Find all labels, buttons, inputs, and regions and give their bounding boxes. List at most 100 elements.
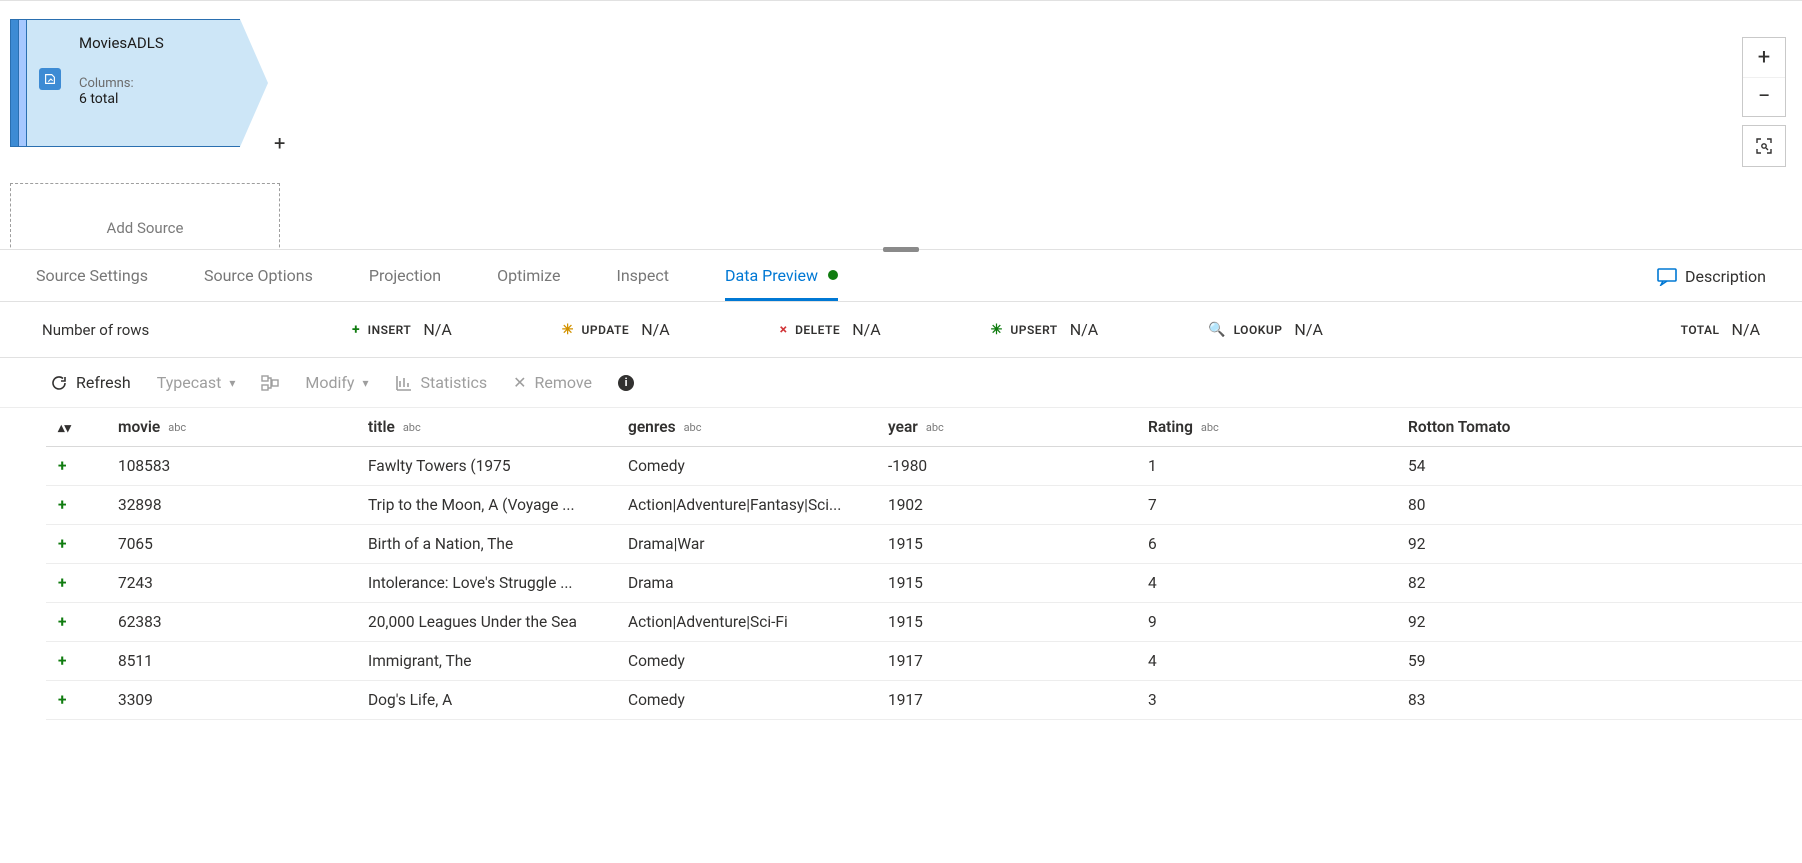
table-row[interactable]: +8511Immigrant, TheComedy1917459 xyxy=(46,642,1802,681)
add-source-placeholder[interactable]: Add Source xyxy=(10,183,280,250)
stat-value: N/A xyxy=(852,320,880,339)
stat-value: N/A xyxy=(423,320,451,339)
stat-total: TOTAL N/A xyxy=(1681,320,1760,339)
column-header-label: Rotton Tomato xyxy=(1408,418,1510,436)
table-row[interactable]: +7065Birth of a Nation, TheDrama|War1915… xyxy=(46,525,1802,564)
column-header-title[interactable]: titleabc xyxy=(356,408,616,447)
stat-value: N/A xyxy=(1070,320,1098,339)
row-insert-icon: + xyxy=(46,525,106,564)
cell-movie: 3309 xyxy=(106,681,356,720)
row-insert-icon: + xyxy=(46,486,106,525)
cell-movie: 8511 xyxy=(106,642,356,681)
table-row[interactable]: +32898Trip to the Moon, A (Voyage ...Act… xyxy=(46,486,1802,525)
column-header-genres[interactable]: genresabc xyxy=(616,408,876,447)
cell-movie: 62383 xyxy=(106,603,356,642)
cell-rating: 3 xyxy=(1136,681,1396,720)
cell-year: 1917 xyxy=(876,642,1136,681)
cell-genres: Comedy xyxy=(616,681,876,720)
info-icon[interactable]: i xyxy=(618,375,634,391)
cell-movie: 7243 xyxy=(106,564,356,603)
tab-inspect[interactable]: Inspect xyxy=(616,252,669,301)
stat-label: UPSERT xyxy=(1010,323,1057,337)
cell-title: Immigrant, The xyxy=(356,642,616,681)
refresh-button[interactable]: Refresh xyxy=(50,373,131,392)
zoom-fit-button[interactable] xyxy=(1742,125,1786,167)
remove-label: Remove xyxy=(535,373,593,392)
tab-label: Projection xyxy=(369,266,441,285)
column-header-rotton-tomato[interactable]: Rotton Tomato xyxy=(1396,408,1802,447)
tab-source-options[interactable]: Source Options xyxy=(204,252,313,301)
stat-upsert: ✳ UPSERT N/A xyxy=(991,320,1098,339)
dataflow-canvas[interactable]: MoviesADLS Columns: 6 total + Add Source… xyxy=(0,0,1802,250)
cell-year: 1915 xyxy=(876,603,1136,642)
statistics-label: Statistics xyxy=(421,373,488,392)
stat-sym-icon: × xyxy=(780,322,787,338)
tab-label: Optimize xyxy=(497,266,560,285)
add-step-button[interactable]: + xyxy=(274,131,285,155)
sort-column-header[interactable]: ▴▾ xyxy=(46,408,106,447)
cell-year: -1980 xyxy=(876,447,1136,486)
statistics-button[interactable]: Statistics xyxy=(395,373,488,392)
stat-lookup: 🔍LOOKUPN/A xyxy=(1208,320,1323,339)
description-label: Description xyxy=(1685,267,1766,286)
cell-rating: 9 xyxy=(1136,603,1396,642)
remove-button[interactable]: ✕ Remove xyxy=(513,373,592,392)
typecast-button[interactable]: Typecast ▾ xyxy=(157,373,236,392)
tab-optimize[interactable]: Optimize xyxy=(497,252,560,301)
cell-title: 20,000 Leagues Under the Sea xyxy=(356,603,616,642)
column-type-badge: abc xyxy=(1201,421,1219,434)
stat-insert: +INSERTN/A xyxy=(352,320,452,339)
column-header-label: Rating xyxy=(1148,418,1193,436)
cell-title: Trip to the Moon, A (Voyage ... xyxy=(356,486,616,525)
column-header-rating[interactable]: Rating abc xyxy=(1136,408,1396,447)
description-button[interactable]: Description xyxy=(1657,267,1766,286)
cell-title: Intolerance: Love's Struggle ... xyxy=(356,564,616,603)
cell-year: 1902 xyxy=(876,486,1136,525)
tab-source-settings[interactable]: Source Settings xyxy=(36,252,148,301)
tab-label: Source Settings xyxy=(36,266,148,285)
tab-label: Source Options xyxy=(204,266,313,285)
zoom-out-button[interactable]: − xyxy=(1743,78,1785,117)
cell-rating: 4 xyxy=(1136,564,1396,603)
table-row[interactable]: +6238320,000 Leagues Under the SeaAction… xyxy=(46,603,1802,642)
zoom-in-button[interactable]: + xyxy=(1743,38,1785,78)
row-insert-icon: + xyxy=(46,603,106,642)
preview-table: ▴▾movieabctitleabcgenresabcyearabcRating… xyxy=(46,408,1802,720)
rows-label: Number of rows xyxy=(42,321,352,339)
column-header-label: movie xyxy=(118,418,160,436)
tab-data-preview[interactable]: Data Preview xyxy=(725,252,838,301)
table-row[interactable]: +7243Intolerance: Love's Struggle ...Dra… xyxy=(46,564,1802,603)
row-insert-icon: + xyxy=(46,564,106,603)
source-node-title: MoviesADLS xyxy=(79,34,164,52)
cell-year: 1915 xyxy=(876,564,1136,603)
cell-movie: 108583 xyxy=(106,447,356,486)
stat-sym-icon: 🔍 xyxy=(1208,322,1225,338)
pane-resize-handle[interactable] xyxy=(883,247,919,252)
column-type-badge: abc xyxy=(926,421,944,434)
stat-sym-icon: ✳ xyxy=(991,322,1003,338)
stat-delete: ×DELETEN/A xyxy=(780,320,881,339)
column-header-movie[interactable]: movieabc xyxy=(106,408,356,447)
column-type-badge: abc xyxy=(684,421,702,434)
cell-genres: Comedy xyxy=(616,447,876,486)
source-dataset-icon xyxy=(39,68,61,90)
stat-value: N/A xyxy=(641,320,669,339)
row-insert-icon: + xyxy=(46,642,106,681)
refresh-label: Refresh xyxy=(76,373,131,392)
map-drifted-button[interactable] xyxy=(261,374,279,392)
cell-rating: 1 xyxy=(1136,447,1396,486)
cell-rt: 92 xyxy=(1396,603,1802,642)
cell-year: 1915 xyxy=(876,525,1136,564)
modify-button[interactable]: Modify ▾ xyxy=(305,373,368,392)
stat-total-value: N/A xyxy=(1732,320,1760,339)
source-node[interactable]: MoviesADLS Columns: 6 total xyxy=(10,19,268,147)
stat-value: N/A xyxy=(1294,320,1322,339)
tab-projection[interactable]: Projection xyxy=(369,252,441,301)
table-row[interactable]: +3309Dog's Life, AComedy1917383 xyxy=(46,681,1802,720)
row-insert-icon: + xyxy=(46,447,106,486)
stat-sym-icon: ✳ xyxy=(562,322,574,338)
stat-label: UPDATE xyxy=(582,323,630,337)
table-row[interactable]: +108583Fawlty Towers (1975Comedy-1980154 xyxy=(46,447,1802,486)
cell-rating: 6 xyxy=(1136,525,1396,564)
column-header-year[interactable]: yearabc xyxy=(876,408,1136,447)
